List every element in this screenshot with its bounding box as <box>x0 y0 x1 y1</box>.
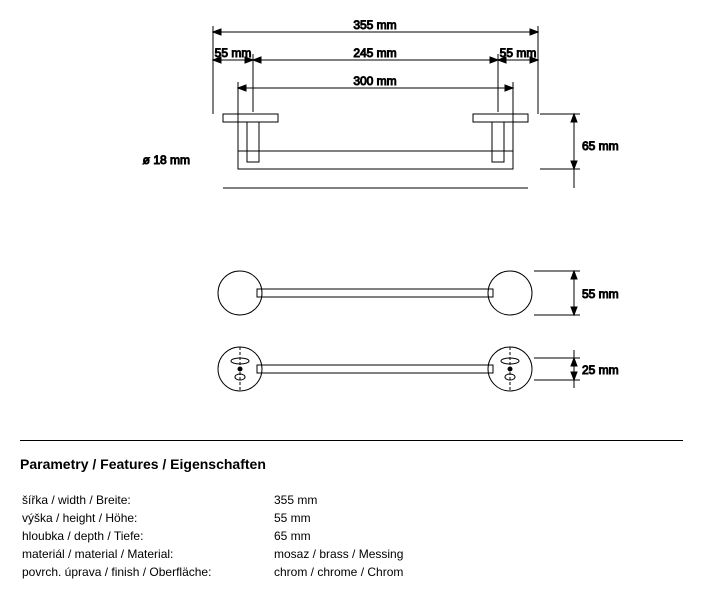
technical-drawing: 355 mm 55 mm 245 mm 55 mm 300 mm ø 18 mm… <box>20 20 680 420</box>
dim-mount-25: 25 mm <box>582 363 619 377</box>
param-label: šířka / width / Breite: <box>22 492 272 508</box>
table-row: výška / height / Höhe: 55 mm <box>22 510 403 526</box>
dim-diameter: ø 18 mm <box>143 153 190 167</box>
table-row: povrch. úprava / finish / Oberfläche: ch… <box>22 564 403 580</box>
section-divider <box>20 440 683 441</box>
table-row: materiál / material / Material: mosaz / … <box>22 546 403 562</box>
table-row: šířka / width / Breite: 355 mm <box>22 492 403 508</box>
dim-245: 245 mm <box>353 46 396 60</box>
param-value: 55 mm <box>274 510 403 526</box>
param-label: výška / height / Höhe: <box>22 510 272 526</box>
dim-mount-55: 55 mm <box>582 287 619 301</box>
param-label: povrch. úprava / finish / Oberfläche: <box>22 564 272 580</box>
param-value: chrom / chrome / Chrom <box>274 564 403 580</box>
params-heading: Parametry / Features / Eigenschaften <box>20 456 683 472</box>
param-label: materiál / material / Material: <box>22 546 272 562</box>
param-label: hloubka / depth / Tiefe: <box>22 528 272 544</box>
params-table: šířka / width / Breite: 355 mm výška / h… <box>20 490 405 582</box>
dim-300: 300 mm <box>353 74 396 88</box>
param-value: 65 mm <box>274 528 403 544</box>
dim-55-right: 55 mm <box>500 46 537 60</box>
dim-55-left: 55 mm <box>215 46 252 60</box>
table-row: hloubka / depth / Tiefe: 65 mm <box>22 528 403 544</box>
param-value: mosaz / brass / Messing <box>274 546 403 562</box>
dim-355: 355 mm <box>353 20 396 32</box>
dim-65: 65 mm <box>582 139 619 153</box>
param-value: 355 mm <box>274 492 403 508</box>
